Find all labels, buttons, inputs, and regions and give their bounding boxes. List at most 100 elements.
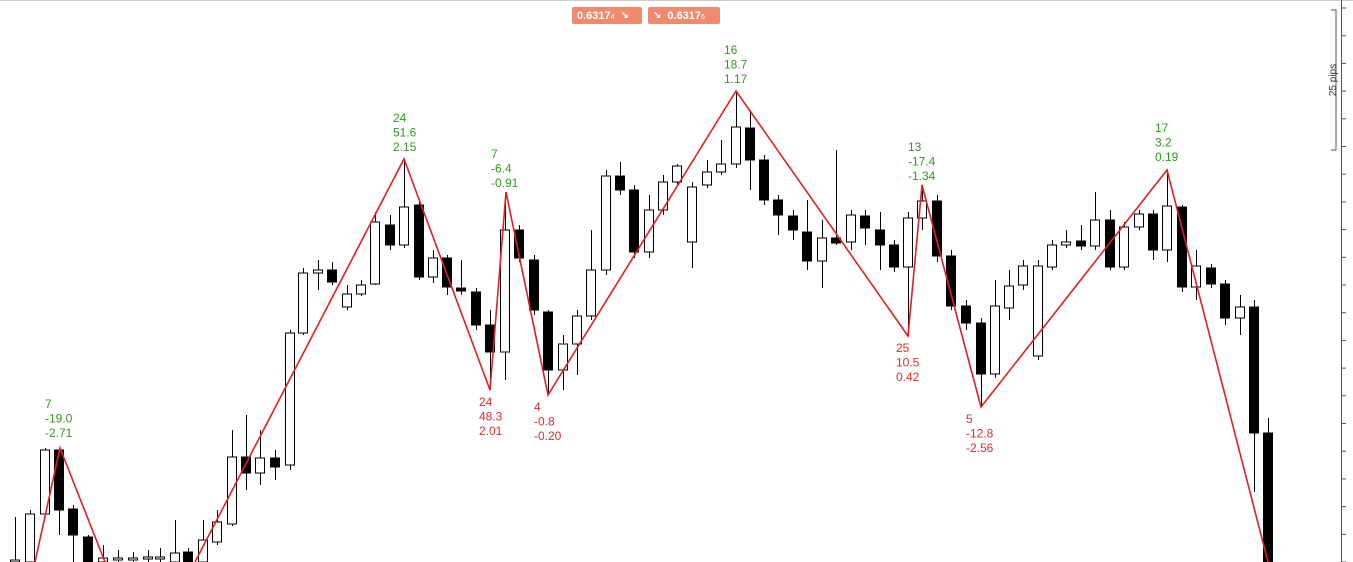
candle-body (68, 508, 78, 536)
candle-body (212, 521, 222, 543)
pivot-label: 7 (491, 147, 498, 161)
candle-body (1206, 267, 1216, 285)
candle-body (976, 322, 986, 375)
candle-body (1148, 213, 1158, 251)
candle-body (128, 557, 138, 561)
candle-body (716, 163, 726, 173)
pips-bracket (1331, 9, 1337, 151)
candle-body (903, 217, 913, 268)
pivot-label: 0.19 (1155, 150, 1179, 164)
pivot-label: 4 (534, 400, 541, 414)
pivot-label: -0.8 (534, 415, 555, 429)
pivot-labels: 7-19.0-2.712451.62.152448.32.017-6.4-0.9… (45, 43, 1179, 455)
pivot-label: 10.5 (896, 356, 920, 370)
arrow-icon: ↘ (653, 10, 662, 21)
candle-body (399, 206, 409, 246)
candle-body (428, 257, 438, 278)
pivot-label: 3.2 (1155, 136, 1172, 150)
candle-body (198, 539, 208, 562)
candle-body (25, 513, 35, 562)
candle-body (313, 269, 323, 274)
zigzag (194, 89, 1269, 562)
candle-body (745, 127, 755, 161)
candle-body (889, 244, 899, 268)
candle-body (1249, 306, 1259, 434)
candle-body (875, 229, 885, 246)
pivot-label: 2.15 (393, 140, 417, 154)
pivot-label: -17.4 (908, 155, 936, 169)
candle-body (1018, 265, 1028, 286)
candle-body (802, 231, 812, 262)
ruler-ticks (1341, 7, 1346, 562)
candle-body (500, 229, 510, 353)
candle-body (672, 165, 682, 183)
candle-body (1134, 213, 1144, 228)
pips-label: 25 pips (1328, 64, 1339, 96)
candle-body (1061, 241, 1071, 246)
candle-body (572, 315, 582, 345)
candle-body (298, 272, 308, 334)
price-button[interactable]: ↘ 0.6317 6 (648, 7, 720, 24)
arrow-icon: ↘ (620, 10, 629, 21)
candle-body (543, 311, 553, 371)
pivot-label: 13 (908, 140, 922, 154)
candle-body (155, 556, 165, 560)
candle-body (1004, 285, 1014, 309)
candle-body (183, 551, 193, 562)
candle-body (255, 457, 265, 474)
candle-body (1191, 265, 1201, 288)
candle-body (285, 332, 295, 466)
candle-body (773, 199, 783, 216)
candle-body (946, 255, 956, 307)
candle-body (1119, 226, 1129, 268)
candle-body (529, 259, 539, 311)
pivot-label: -6.4 (491, 162, 512, 176)
pivot-label: 51.6 (393, 126, 417, 140)
candle-body (1047, 244, 1057, 268)
candle-body (788, 215, 798, 231)
pivot-label: 0.42 (896, 370, 920, 384)
pivot-label: -1.34 (908, 169, 936, 183)
pivot-label: 5 (966, 412, 973, 426)
candle-body (1090, 219, 1100, 247)
price: 0.6317 (577, 9, 611, 22)
pivot-label: 24 (393, 111, 407, 125)
pivot-label: 1.17 (724, 72, 748, 86)
pivot-label: -0.91 (491, 176, 519, 190)
candle-body (10, 559, 20, 562)
candle-body (846, 214, 856, 243)
candle-body (917, 200, 927, 219)
pivot-label: -19.0 (45, 412, 73, 426)
candle-body (1033, 265, 1043, 357)
candle-body (961, 305, 971, 324)
candle-body (370, 221, 380, 285)
candle-body (860, 215, 870, 229)
pivot-label: -0.20 (534, 429, 562, 443)
candle-body (817, 237, 827, 262)
pivot-label: 2.01 (479, 424, 503, 438)
candle-body (143, 556, 153, 560)
candle-body (601, 175, 611, 271)
pivot-label: 7 (45, 397, 52, 411)
price-button[interactable]: 0.6317 4 ↘ (572, 7, 642, 24)
candle-body (456, 287, 466, 292)
candle-body (1220, 283, 1230, 319)
candle-body (327, 269, 337, 283)
candle-body (1076, 240, 1086, 247)
pivot-label: 25 (896, 341, 910, 355)
candle-body (731, 126, 741, 165)
pivot-label: 16 (724, 43, 738, 57)
candle-body (1235, 306, 1245, 319)
candle-body (270, 457, 280, 468)
pivot-label: -2.71 (45, 426, 73, 440)
candle-body (113, 557, 123, 561)
candle-body (759, 159, 769, 201)
candles (10, 91, 1273, 562)
candle-body (1162, 205, 1172, 251)
candle-body (702, 171, 712, 186)
candle-body (615, 175, 625, 191)
pivot-label: 24 (479, 395, 493, 409)
candle-body (356, 284, 366, 295)
candle-body (658, 181, 668, 211)
